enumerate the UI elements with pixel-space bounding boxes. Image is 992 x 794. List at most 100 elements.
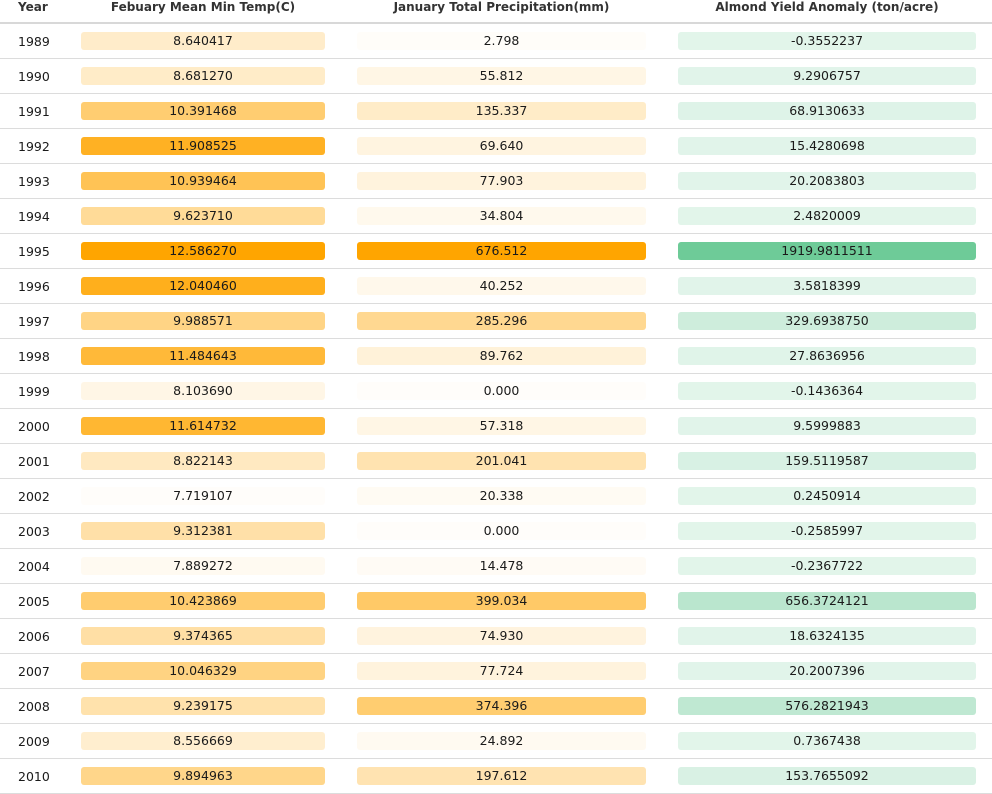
table-row: 2002 7.719107 20.338 0.2450914 [0,478,992,514]
year-cell: 2006 [0,618,65,654]
precip-cell: 69.640 [341,128,662,164]
year-cell: 2010 [0,758,65,794]
year-cell: 1995 [0,233,65,269]
temp-value: 11.484643 [81,347,325,365]
temp-cell: 8.822143 [65,443,341,479]
precip-cell: 89.762 [341,338,662,374]
yield-value: 329.6938750 [678,312,976,330]
year-cell: 1999 [0,373,65,409]
temp-value: 10.046329 [81,662,325,680]
precip-value: 285.296 [357,312,646,330]
temp-cell: 7.719107 [65,478,341,514]
temp-cell: 9.988571 [65,303,341,339]
column-header-year[interactable]: Year [0,0,65,24]
precip-cell: 24.892 [341,723,662,759]
yield-cell: 2.4820009 [662,198,992,234]
yield-value: -0.2367722 [678,557,976,575]
temp-value: 7.889272 [81,557,325,575]
precip-cell: 135.337 [341,93,662,129]
precip-cell: 2.798 [341,23,662,59]
table-row: 1994 9.623710 34.804 2.4820009 [0,198,992,234]
yield-cell: 20.2083803 [662,163,992,199]
yield-cell: 1919.9811511 [662,233,992,269]
column-header-yield[interactable]: Almond Yield Anomaly (ton/acre) [662,0,992,24]
temp-value: 9.312381 [81,522,325,540]
precip-value: 374.396 [357,697,646,715]
precip-value: 14.478 [357,557,646,575]
temp-value: 8.640417 [81,32,325,50]
temp-cell: 10.939464 [65,163,341,199]
table-row: 2000 11.614732 57.318 9.5999883 [0,408,992,444]
yield-cell: 153.7655092 [662,758,992,794]
yield-value: 27.8636956 [678,347,976,365]
yield-value: 15.4280698 [678,137,976,155]
temp-cell: 9.239175 [65,688,341,724]
yield-value: 1919.9811511 [678,242,976,260]
year-cell: 1990 [0,58,65,94]
precip-cell: 55.812 [341,58,662,94]
column-header-temp[interactable]: Febuary Mean Min Temp(C) [65,0,341,24]
yield-cell: 0.2450914 [662,478,992,514]
temp-value: 12.586270 [81,242,325,260]
table-row: 2004 7.889272 14.478 -0.2367722 [0,548,992,584]
table-row: 2009 8.556669 24.892 0.7367438 [0,723,992,759]
precip-cell: 201.041 [341,443,662,479]
yield-cell: -0.2585997 [662,513,992,549]
yield-cell: 329.6938750 [662,303,992,339]
table-row: 1995 12.586270 676.512 1919.9811511 [0,233,992,269]
table-row: 1997 9.988571 285.296 329.6938750 [0,303,992,339]
precip-cell: 197.612 [341,758,662,794]
year-cell: 1997 [0,303,65,339]
yield-value: 18.6324135 [678,627,976,645]
precip-cell: 374.396 [341,688,662,724]
yield-value: 9.2906757 [678,67,976,85]
column-header-precip[interactable]: January Total Precipitation(mm) [341,0,662,24]
table-row: 2001 8.822143 201.041 159.5119587 [0,443,992,479]
yield-cell: 68.9130633 [662,93,992,129]
temp-value: 10.423869 [81,592,325,610]
temp-cell: 9.894963 [65,758,341,794]
year-cell: 2008 [0,688,65,724]
temp-value: 11.614732 [81,417,325,435]
yield-cell: 27.8636956 [662,338,992,374]
yield-cell: -0.1436364 [662,373,992,409]
precip-cell: 77.724 [341,653,662,689]
precip-cell: 0.000 [341,513,662,549]
temp-cell: 9.374365 [65,618,341,654]
temp-value: 8.681270 [81,67,325,85]
yield-value: 0.7367438 [678,732,976,750]
table-row: 1991 10.391468 135.337 68.9130633 [0,93,992,129]
yield-value: 656.3724121 [678,592,976,610]
table-row: 1998 11.484643 89.762 27.8636956 [0,338,992,374]
temp-value: 9.374365 [81,627,325,645]
table-row: 2003 9.312381 0.000 -0.2585997 [0,513,992,549]
precip-value: 135.337 [357,102,646,120]
year-cell: 1993 [0,163,65,199]
yield-value: -0.2585997 [678,522,976,540]
table-row: 2010 9.894963 197.612 153.7655092 [0,758,992,794]
precip-value: 55.812 [357,67,646,85]
precip-cell: 0.000 [341,373,662,409]
temp-cell: 11.908525 [65,128,341,164]
precip-value: 77.724 [357,662,646,680]
yield-cell: -0.2367722 [662,548,992,584]
yield-cell: 656.3724121 [662,583,992,619]
temp-value: 9.239175 [81,697,325,715]
precip-cell: 77.903 [341,163,662,199]
temp-value: 8.103690 [81,382,325,400]
temp-value: 9.894963 [81,767,325,785]
temp-value: 7.719107 [173,488,233,503]
yield-cell: 18.6324135 [662,618,992,654]
temp-value: 12.040460 [81,277,325,295]
temp-cell: 9.312381 [65,513,341,549]
yield-cell: 9.5999883 [662,408,992,444]
temp-cell: 8.640417 [65,23,341,59]
year-cell: 1992 [0,128,65,164]
table-row: 1989 8.640417 2.798 -0.3552237 [0,23,992,59]
precip-cell: 676.512 [341,233,662,269]
year-cell: 1989 [0,23,65,59]
precip-cell: 399.034 [341,583,662,619]
year-cell: 2003 [0,513,65,549]
yield-value: 576.2821943 [678,697,976,715]
